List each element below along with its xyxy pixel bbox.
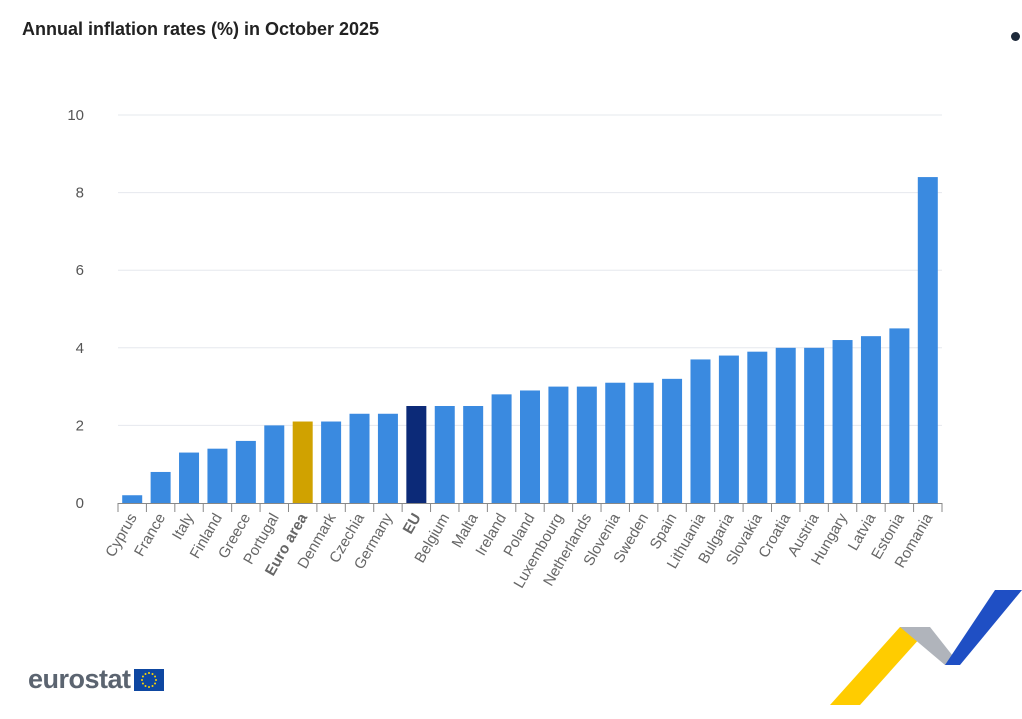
bar-germany xyxy=(377,413,398,503)
y-tick-label: 0 xyxy=(76,495,84,512)
chart-title: Annual inflation rates (%) in October 20… xyxy=(22,19,380,39)
logo-text: eurostat xyxy=(28,664,131,694)
eurostat-logo: eurostat xyxy=(28,664,164,695)
bar-denmark xyxy=(321,421,342,503)
y-tick-label: 10 xyxy=(67,107,84,124)
bar-euro-area xyxy=(292,421,313,503)
bar-czechia xyxy=(349,413,370,503)
y-tick-label: 6 xyxy=(76,262,84,279)
bar-austria xyxy=(804,347,825,503)
bar-greece xyxy=(235,440,256,503)
bar-latvia xyxy=(860,336,881,503)
decorative-ribbon xyxy=(830,590,1022,705)
bar-eu xyxy=(406,406,427,503)
bar-portugal xyxy=(264,425,285,503)
bar-cyprus xyxy=(122,495,143,503)
bar-hungary xyxy=(832,340,853,503)
bar-sweden xyxy=(633,382,654,503)
x-tick-label: Italy xyxy=(169,510,198,543)
bar-belgium xyxy=(434,406,455,503)
bar-france xyxy=(150,471,171,503)
y-tick-label: 4 xyxy=(76,340,84,357)
bar-slovenia xyxy=(605,382,626,503)
bar-romania xyxy=(917,177,938,503)
y-tick-label: 8 xyxy=(76,185,84,202)
bar-netherlands xyxy=(576,386,597,503)
bar-bulgaria xyxy=(718,355,739,503)
bar-slovakia xyxy=(747,351,768,503)
bar-malta xyxy=(463,406,484,503)
bar-luxembourg xyxy=(548,386,569,503)
x-tick-label: EU xyxy=(400,511,425,538)
bar-finland xyxy=(207,448,228,503)
bar-estonia xyxy=(889,328,910,503)
eu-flag-icon xyxy=(133,668,164,691)
bar-lithuania xyxy=(690,359,711,503)
context-menu-icon[interactable] xyxy=(1011,32,1020,41)
y-tick-label: 2 xyxy=(76,417,84,434)
bar-italy xyxy=(179,452,200,503)
bar-poland xyxy=(520,390,540,503)
bar-croatia xyxy=(775,347,796,503)
bar-spain xyxy=(662,378,683,503)
bar-ireland xyxy=(491,394,512,503)
